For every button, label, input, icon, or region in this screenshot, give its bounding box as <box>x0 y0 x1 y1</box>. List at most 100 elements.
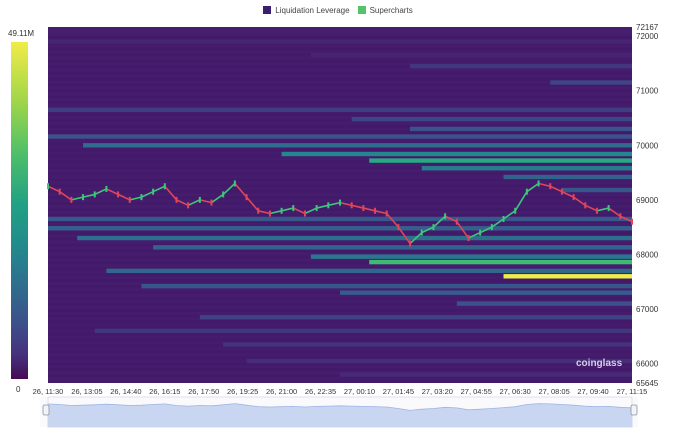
heatmap-texture-row <box>48 56 632 60</box>
price-candle <box>187 202 190 209</box>
heatmap-texture-row <box>48 92 632 96</box>
price-candle <box>467 235 470 242</box>
navigator-left-handle <box>42 404 50 416</box>
x-tick-label: 27, 11:15 <box>617 387 648 396</box>
price-candle <box>595 207 598 214</box>
price-segment <box>164 185 178 201</box>
liquidation-band <box>48 216 632 222</box>
heatmap-texture-row <box>48 32 632 36</box>
price-candle <box>303 210 306 217</box>
price-candle <box>257 207 260 214</box>
heatmap-texture-row <box>48 258 632 262</box>
price-candle <box>350 202 353 209</box>
liquidation-band <box>503 174 632 180</box>
heatmap-texture-row <box>48 44 632 48</box>
price-segment <box>281 207 294 212</box>
liquidation-band <box>106 268 632 274</box>
price-segment <box>432 215 446 228</box>
y-tick-label: 69000 <box>636 196 659 205</box>
colorbar-min-label: 0 <box>16 385 21 394</box>
liquidation-band <box>141 283 632 289</box>
price-segment <box>234 182 248 198</box>
price-candle <box>374 207 377 214</box>
price-segment <box>468 231 481 239</box>
x-tick-label: 27, 01:45 <box>383 387 414 396</box>
price-candle <box>549 183 552 190</box>
x-tick-label: 27, 06:30 <box>500 387 531 396</box>
liquidation-band <box>83 143 633 148</box>
liquidation-band <box>246 358 632 364</box>
coinglass-watermark: coinglass <box>576 358 623 369</box>
legend-swatch-supercharts <box>357 6 366 14</box>
liquidation-band <box>281 151 632 157</box>
heatmap-texture-row <box>48 377 632 381</box>
heatmap-texture-row <box>48 169 632 173</box>
heatmap-texture-row <box>48 80 632 84</box>
liquidation-band <box>48 134 632 139</box>
liquidation-band <box>503 274 632 279</box>
chart-legend: Liquidation Leverage Supercharts <box>0 3 676 17</box>
price-segment <box>292 207 306 215</box>
heatmap-texture-row <box>48 288 632 292</box>
price-segment <box>456 221 470 239</box>
price-candle <box>444 213 447 220</box>
price-segment <box>549 185 563 193</box>
y-tick-label: 68000 <box>636 250 659 259</box>
price-candle <box>339 199 341 206</box>
heatmap-texture-row <box>48 163 632 167</box>
heatmap-texture-row <box>48 252 632 256</box>
price-segment <box>619 215 633 223</box>
x-tick-label: 27, 03:20 <box>422 387 453 396</box>
price-candle <box>525 188 528 195</box>
price-candle <box>280 207 283 214</box>
heatmap-texture-row <box>48 282 632 286</box>
x-tick-label: 26, 21:00 <box>266 387 297 396</box>
heatmap-texture-row <box>48 68 632 72</box>
y-tick-label: 67000 <box>636 305 659 314</box>
liquidation-band <box>223 342 632 347</box>
price-candle <box>327 202 330 209</box>
heatmap-texture-row <box>48 127 632 131</box>
heatmap-texture-row <box>48 187 632 191</box>
price-segment <box>59 191 72 201</box>
price-candle <box>175 196 178 203</box>
price-candle <box>560 188 563 195</box>
liquidation-band <box>369 259 632 265</box>
liquidation-band <box>310 254 632 259</box>
liquidation-band <box>48 29 632 34</box>
x-tick-label: 26, 22:35 <box>305 387 336 396</box>
y-tick-label: 72167 <box>636 23 659 32</box>
price-candle <box>58 188 61 195</box>
price-segment <box>269 210 282 215</box>
colorbar <box>11 42 28 379</box>
price-segment <box>47 185 61 193</box>
colorbar-max-label: 49.11M <box>8 29 35 38</box>
liquidation-band <box>48 39 632 44</box>
x-tick-label: 26, 14:40 <box>110 387 141 396</box>
price-candle <box>140 194 143 201</box>
price-candle <box>82 194 85 201</box>
price-candle <box>631 218 633 225</box>
price-segment <box>71 196 84 201</box>
x-tick-label: 27, 08:05 <box>538 387 569 396</box>
price-segment <box>526 182 540 193</box>
price-segment <box>363 207 376 212</box>
liquidation-band <box>561 187 632 193</box>
navigator-right-handle <box>630 404 638 416</box>
price-candle <box>163 183 166 190</box>
liquidation-band <box>410 126 632 132</box>
legend-item-liquidation-leverage[interactable]: Liquidation Leverage <box>263 6 350 15</box>
liquidation-band <box>48 107 632 113</box>
heatmap-texture-row <box>48 222 632 226</box>
price-segment <box>397 226 411 245</box>
x-tick-label: 26, 17:50 <box>188 387 219 396</box>
legend-item-supercharts[interactable]: Supercharts <box>357 6 413 15</box>
liquidation-band <box>340 372 632 377</box>
price-candle <box>245 194 248 201</box>
heatmap-texture-row <box>48 365 632 369</box>
price-segment <box>106 188 119 196</box>
liquidation-band <box>410 63 632 69</box>
price-segment <box>304 207 317 215</box>
price-segment <box>514 191 528 212</box>
